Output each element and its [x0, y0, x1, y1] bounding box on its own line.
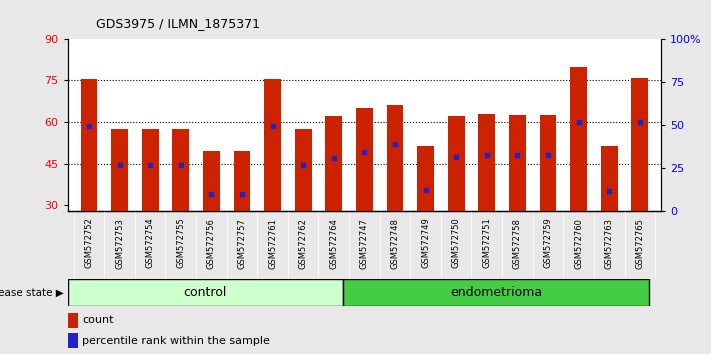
Text: control: control — [183, 286, 227, 299]
Bar — [387, 105, 403, 211]
Text: count: count — [82, 315, 114, 325]
Bar — [448, 116, 464, 211]
Bar — [631, 78, 648, 211]
Text: GSM572747: GSM572747 — [360, 218, 369, 269]
Text: percentile rank within the sample: percentile rank within the sample — [82, 336, 270, 346]
Bar — [80, 79, 97, 211]
Text: disease state ▶: disease state ▶ — [0, 287, 64, 297]
Text: GSM572760: GSM572760 — [574, 218, 583, 269]
Text: GSM572754: GSM572754 — [146, 218, 155, 268]
Bar — [601, 145, 618, 211]
Bar — [68, 333, 78, 348]
Text: GSM572761: GSM572761 — [268, 218, 277, 269]
Bar — [326, 116, 342, 211]
Bar — [172, 129, 189, 211]
Bar — [479, 114, 496, 211]
Bar — [141, 129, 159, 211]
Text: GSM572756: GSM572756 — [207, 218, 216, 269]
Text: GDS3975 / ILMN_1875371: GDS3975 / ILMN_1875371 — [96, 17, 260, 30]
Text: endometrioma: endometrioma — [450, 286, 542, 299]
Bar — [570, 67, 587, 211]
Text: GSM572749: GSM572749 — [421, 218, 430, 268]
Bar — [356, 108, 373, 211]
Bar — [343, 279, 649, 306]
Bar — [417, 145, 434, 211]
Bar — [295, 129, 311, 211]
Bar — [264, 79, 281, 211]
Text: GSM572759: GSM572759 — [543, 218, 552, 268]
Text: GSM572753: GSM572753 — [115, 218, 124, 269]
Bar — [509, 115, 526, 211]
Text: GSM572764: GSM572764 — [329, 218, 338, 269]
Text: GSM572752: GSM572752 — [85, 218, 93, 268]
Text: GSM572765: GSM572765 — [636, 218, 644, 269]
Text: GSM572763: GSM572763 — [605, 218, 614, 269]
Bar — [540, 115, 557, 211]
Text: GSM572757: GSM572757 — [237, 218, 247, 269]
Bar — [111, 129, 128, 211]
Text: GSM572758: GSM572758 — [513, 218, 522, 269]
Text: GSM572755: GSM572755 — [176, 218, 186, 268]
Bar — [68, 279, 343, 306]
Text: GSM572751: GSM572751 — [482, 218, 491, 268]
Bar — [233, 151, 250, 211]
Text: GSM572750: GSM572750 — [451, 218, 461, 268]
Bar — [68, 313, 78, 328]
Bar — [203, 151, 220, 211]
Text: GSM572762: GSM572762 — [299, 218, 308, 269]
Text: GSM572748: GSM572748 — [390, 218, 400, 269]
